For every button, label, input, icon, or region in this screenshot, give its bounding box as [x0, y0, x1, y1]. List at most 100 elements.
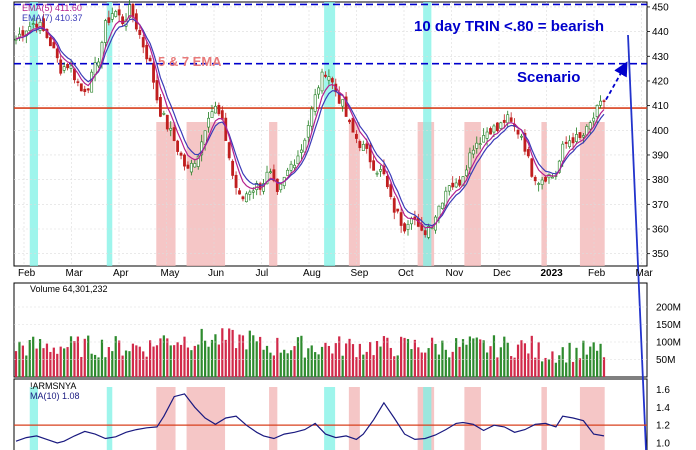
volume-bar: [131, 343, 135, 377]
candle-body: [76, 81, 80, 83]
candle-body: [578, 132, 582, 138]
volume-bar: [599, 343, 602, 377]
candle-body: [234, 174, 238, 188]
volume-bar: [286, 353, 289, 377]
candle-body: [492, 125, 496, 133]
volume-bar: [393, 356, 396, 377]
candle-body: [379, 169, 382, 172]
candle-body: [275, 178, 279, 192]
volume-bar: [472, 338, 475, 377]
volume-bar: [142, 351, 145, 377]
volume-bar: [589, 346, 592, 377]
volume-bar: [540, 361, 544, 377]
volume-bar: [400, 336, 403, 377]
candle-body: [31, 23, 35, 25]
volume-bar: [159, 338, 162, 377]
candle-body: [258, 183, 262, 190]
candle-body: [375, 172, 379, 175]
volume-bar: [66, 347, 69, 377]
volume-bar: [492, 335, 496, 377]
projection-line: [627, 34, 647, 450]
volume-bar: [207, 346, 210, 377]
bullish-shade-trin: [423, 387, 432, 450]
candle-body: [355, 133, 358, 139]
candle-body: [478, 143, 482, 145]
volume-tick-label: 150M: [656, 320, 681, 331]
candle-body: [520, 135, 523, 138]
candle-body: [66, 63, 69, 69]
volume-bar: [169, 345, 172, 377]
candle-body: [55, 48, 59, 59]
candle-body: [440, 202, 444, 209]
ema5-line: [15, 15, 605, 229]
volume-bar: [479, 339, 482, 377]
grid-layer: [14, 2, 647, 266]
candle-body: [220, 110, 224, 120]
candle-body: [200, 141, 204, 156]
candle-body: [358, 141, 362, 148]
volume-bar: [296, 337, 300, 377]
volume-bar: [523, 343, 527, 377]
candle-body: [344, 96, 348, 117]
candle-body: [148, 57, 152, 62]
volume-bar: [114, 336, 117, 377]
candle-body: [207, 117, 210, 128]
volume-bar: [434, 343, 437, 377]
candle-body: [18, 33, 21, 38]
volume-bar: [358, 343, 361, 377]
volume-bar: [238, 334, 241, 377]
volume-bar: [49, 351, 52, 377]
candle-body: [399, 212, 403, 226]
volume-bar: [396, 355, 399, 377]
bullish-shade-price: [324, 2, 336, 266]
volume-bar: [592, 342, 595, 377]
volume-bar: [558, 355, 561, 377]
candle-body: [155, 80, 159, 101]
candle-body: [410, 218, 413, 225]
volume-bar: [111, 351, 114, 377]
price-tick-label: 370: [652, 200, 669, 211]
candle-body: [324, 74, 327, 77]
month-label: Aug: [303, 268, 321, 279]
volume-bar: [124, 350, 128, 377]
price-tick-label: 420: [652, 76, 669, 87]
candle-body: [162, 112, 166, 115]
volume-bar: [52, 347, 55, 377]
volume-bar: [547, 359, 551, 377]
volume-bar: [403, 337, 406, 377]
candle-body: [69, 65, 73, 69]
candle-body: [299, 149, 303, 153]
trin-layer: [14, 393, 647, 444]
candle-body: [330, 78, 334, 83]
volume-bar: [320, 346, 324, 377]
candle-body: [138, 29, 142, 35]
volume-bar: [231, 329, 234, 377]
candle-body: [176, 140, 180, 152]
bearish-shade-price: [464, 122, 481, 266]
trin-ma-line: [15, 393, 605, 444]
candle-body: [214, 105, 217, 114]
candle-body: [468, 152, 472, 169]
volume-bar: [293, 346, 296, 377]
candle-body: [14, 38, 18, 41]
volume-bar: [499, 347, 502, 377]
volume-bar: [252, 335, 255, 377]
annotation-ema: 5 & 7 EMA: [158, 54, 222, 69]
volume-bar: [451, 351, 454, 377]
volume-bar: [441, 340, 444, 377]
month-label: Jul: [256, 268, 269, 279]
price-tick-label: 410: [652, 101, 669, 112]
candle-body: [403, 223, 406, 232]
volume-bar: [355, 357, 358, 377]
volume-bar: [93, 354, 97, 377]
bearish-shade-trin: [348, 387, 360, 450]
candle-body: [272, 169, 276, 182]
candle-body: [286, 169, 290, 176]
candle-body: [341, 99, 345, 107]
volume-bar: [262, 349, 265, 377]
candle-body: [465, 169, 468, 176]
candle-body: [179, 152, 183, 156]
candle-body: [458, 179, 461, 186]
volume-bar: [56, 353, 59, 377]
